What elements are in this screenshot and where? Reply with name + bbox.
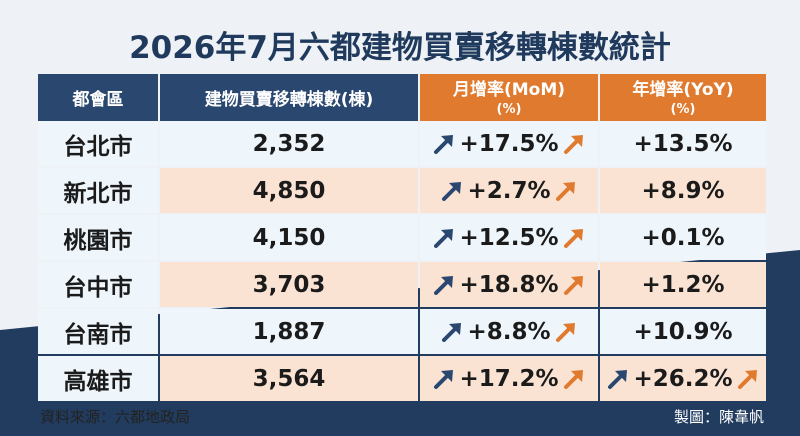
table-cell: +8.8% [420,309,598,354]
credit: 製圖：陳韋帆 [673,408,764,426]
cell-text: +1.2% [641,271,725,298]
table-cell: 台北市 [38,121,158,166]
table-cell: +1.2% [600,262,766,307]
table-cell: 4,850 [160,168,418,213]
cell-text: +10.9% [633,318,733,345]
up-arrow [737,369,757,389]
source: 資料來源：六都地政局 [40,408,191,426]
column-label: 月增率(MoM) [452,80,566,100]
table-cell: 1,887 [160,309,418,354]
cell-text: +0.1% [641,224,725,251]
column-header: 年增率(YoY) (%) [600,74,766,126]
up-arrow [563,228,583,248]
up-arrow [555,322,575,342]
cell-text: +18.8% [459,271,559,298]
cell-text: +13.5% [633,130,733,157]
table-cell: 2,352 [160,121,418,166]
table-cell: +13.5% [600,121,766,166]
table-cell: 台中市 [38,262,158,307]
cell-text: 1,887 [252,318,326,345]
up-arrow [563,369,583,389]
cell-text: 台南市 [63,321,133,348]
table-cell: 3,564 [160,356,418,401]
up-arrow [608,369,628,389]
table-cell: +2.7% [420,168,598,213]
table-cell: 3,703 [160,262,418,307]
up-arrow [563,275,583,295]
column-label: 建物買賣移轉棟數(棟) [204,90,374,110]
cell-text: 台北市 [63,133,133,160]
table-cell: +18.8% [420,262,598,307]
column-label: 年增率(YoY) [632,80,734,100]
column-unit: (%) [670,102,696,117]
column-header: 都會區 [38,74,158,126]
cell-text: 3,703 [252,271,326,298]
cell-text: +17.2% [459,365,559,392]
table-cell: +26.2% [600,356,766,401]
up-arrow [563,134,583,154]
cell-text: 桃園市 [63,227,133,254]
cell-text: +12.5% [459,224,559,251]
cell-text: +8.8% [467,318,551,345]
up-arrow [555,181,575,201]
table-cell: +10.9% [600,309,766,354]
cell-text: 2,352 [252,130,326,157]
table-cell: +17.5% [420,121,598,166]
column-header: 建物買賣移轉棟數(棟) [160,74,418,126]
cell-text: 台中市 [63,274,133,301]
table-cell: +0.1% [600,215,766,260]
up-arrow [434,369,454,389]
table-cell: 高雄市 [38,356,158,401]
up-arrow [442,322,462,342]
table-cell: 台南市 [38,309,158,354]
table-cell: 新北市 [38,168,158,213]
cell-text: 3,564 [252,365,326,392]
column-header: 月增率(MoM) (%) [420,74,598,126]
title: 2026年7月六都建物買賣移轉棟數統計 [129,30,671,66]
table-cell: +12.5% [420,215,598,260]
column-label: 都會區 [72,90,124,110]
up-arrow [434,228,454,248]
cell-text: 4,150 [252,224,326,251]
up-arrow [434,134,454,154]
cell-text: +26.2% [633,365,733,392]
table-cell: 4,150 [160,215,418,260]
cell-text: +17.5% [459,130,559,157]
cell-text: +2.7% [467,177,551,204]
table-cell: +17.2% [420,356,598,401]
cell-text: 高雄市 [63,368,133,395]
table-cell: +8.9% [600,168,766,213]
cell-text: 新北市 [63,180,133,207]
table-cell: 桃園市 [38,215,158,260]
cell-text: 4,850 [252,177,326,204]
table: 都會區 建物買賣移轉棟數(棟) 月增率(MoM) (%) 年增率(YoY) (%) 台北市 2… [38,74,766,401]
column-unit: (%) [496,102,522,117]
up-arrow [434,275,454,295]
up-arrow [442,181,462,201]
cell-text: +8.9% [641,177,725,204]
